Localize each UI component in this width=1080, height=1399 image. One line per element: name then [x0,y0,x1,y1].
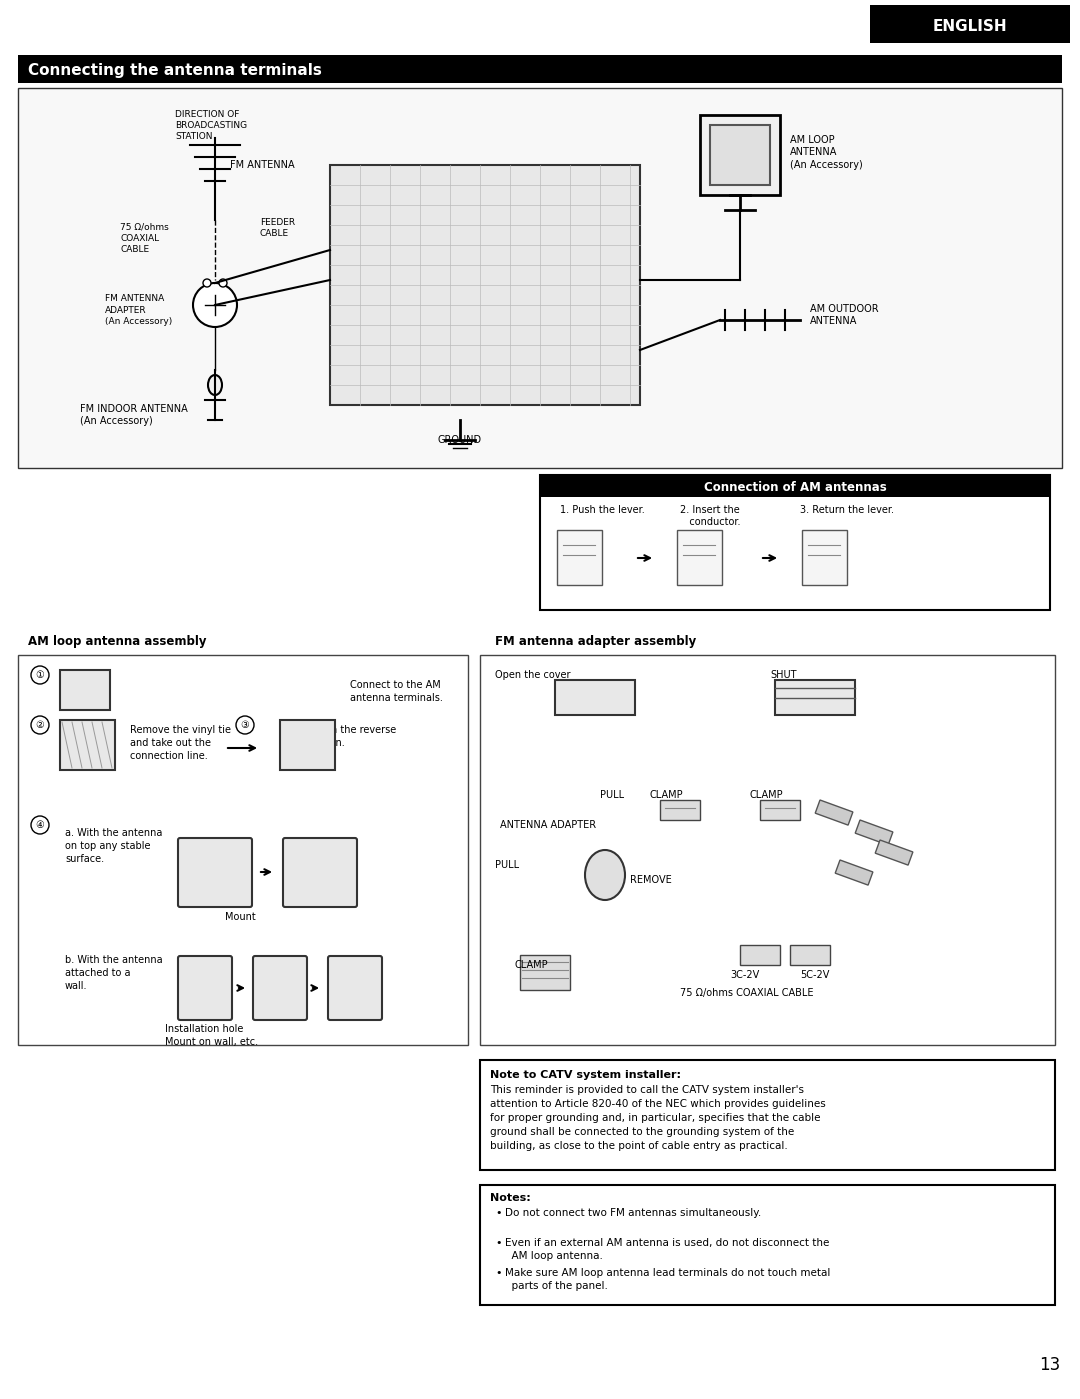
Text: AM loop antenna assembly: AM loop antenna assembly [28,635,206,648]
Text: Connection of AM antennas: Connection of AM antennas [704,480,887,494]
Text: PULL: PULL [495,860,519,870]
Text: a. With the antenna
on top any stable
surface.: a. With the antenna on top any stable su… [65,828,162,865]
Bar [677,530,723,585]
Text: Bend in the reverse
direction.: Bend in the reverse direction. [300,725,396,748]
Circle shape [31,666,49,684]
Text: FM INDOOR ANTENNA
(An Accessory): FM INDOOR ANTENNA (An Accessory) [80,404,188,425]
Bar [519,956,570,990]
Text: Installation hole
Mount on wall, etc.: Installation hole Mount on wall, etc. [165,1024,258,1048]
Text: Connect to the AM
antenna terminals.: Connect to the AM antenna terminals. [350,680,443,704]
Text: 3. Return the lever.: 3. Return the lever. [800,505,894,515]
Bar [18,655,468,1045]
Text: AM LOOP
ANTENNA
(An Accessory): AM LOOP ANTENNA (An Accessory) [789,134,863,169]
Bar [802,530,847,585]
Text: FM ANTENNA: FM ANTENNA [230,159,295,171]
Text: This reminder is provided to call the CATV system installer's
attention to Artic: This reminder is provided to call the CA… [490,1086,826,1151]
Bar [815,800,853,825]
Text: ③: ③ [241,720,249,730]
Circle shape [203,278,211,287]
Bar [18,55,1062,83]
Text: FM ANTENNA
ADAPTER
(An Accessory): FM ANTENNA ADAPTER (An Accessory) [105,294,172,326]
Text: 2. Insert the
   conductor.: 2. Insert the conductor. [680,505,741,526]
Text: Do not connect two FM antennas simultaneously.: Do not connect two FM antennas simultane… [505,1207,761,1219]
Text: 5C-2V: 5C-2V [800,970,829,981]
Text: DIRECTION OF
BROADCASTING
STATION: DIRECTION OF BROADCASTING STATION [175,111,247,141]
Circle shape [237,716,254,734]
Text: CLAMP: CLAMP [750,790,784,800]
Circle shape [31,716,49,734]
Text: REMOVE: REMOVE [630,874,672,886]
Bar [835,860,873,886]
Text: ①: ① [36,670,44,680]
Text: 75 Ω/ohms COAXIAL CABLE: 75 Ω/ohms COAXIAL CABLE [680,988,813,997]
Text: Connecting the antenna terminals: Connecting the antenna terminals [28,63,322,77]
Text: Make sure AM loop antenna lead terminals do not touch metal
  parts of the panel: Make sure AM loop antenna lead terminals… [505,1267,831,1291]
Bar [710,125,770,185]
Bar [480,655,1055,1045]
Bar [557,530,602,585]
Text: Mount: Mount [225,912,255,922]
Text: Even if an external AM antenna is used, do not disconnect the
  AM loop antenna.: Even if an external AM antenna is used, … [505,1238,829,1262]
Text: Open the cover: Open the cover [495,670,570,680]
Text: FM antenna adapter assembly: FM antenna adapter assembly [495,635,697,648]
Bar [60,720,114,769]
Text: PULL: PULL [600,790,624,800]
Text: 3C-2V: 3C-2V [730,970,759,981]
Bar [660,800,700,820]
Text: GROUND: GROUND [437,435,482,445]
Text: AM OUTDOOR
ANTENNA: AM OUTDOOR ANTENNA [810,304,879,326]
FancyBboxPatch shape [253,956,307,1020]
Bar [855,820,893,845]
Bar [870,6,1070,43]
Bar [540,476,1050,497]
Text: SHUT: SHUT [770,670,796,680]
Text: CLAMP: CLAMP [515,960,549,970]
Ellipse shape [585,851,625,900]
Text: 13: 13 [1039,1356,1061,1374]
FancyBboxPatch shape [178,956,232,1020]
FancyBboxPatch shape [283,838,357,907]
Text: Notes:: Notes: [490,1193,530,1203]
Text: b. With the antenna
attached to a
wall.: b. With the antenna attached to a wall. [65,956,163,992]
Circle shape [219,278,227,287]
Text: ②: ② [36,720,44,730]
Bar [18,88,1062,469]
Ellipse shape [208,375,222,395]
Bar [700,115,780,194]
Circle shape [31,816,49,834]
Text: •: • [495,1238,501,1248]
Bar [875,839,913,865]
Text: CLAMP: CLAMP [650,790,684,800]
Bar [740,944,780,965]
Text: 75 Ω/ohms
COAXIAL
CABLE: 75 Ω/ohms COAXIAL CABLE [120,222,168,253]
Text: FEEDER
CABLE: FEEDER CABLE [260,218,295,238]
Bar [540,476,1050,610]
Text: Remove the vinyl tie
and take out the
connection line.: Remove the vinyl tie and take out the co… [130,725,231,761]
Bar [60,670,110,711]
Text: 1. Push the lever.: 1. Push the lever. [561,505,645,515]
Bar [760,800,800,820]
Bar [789,944,831,965]
Text: •: • [495,1207,501,1219]
FancyBboxPatch shape [328,956,382,1020]
Text: Note to CATV system installer:: Note to CATV system installer: [490,1070,681,1080]
Text: ANTENNA ADAPTER: ANTENNA ADAPTER [500,820,596,830]
Circle shape [193,283,237,327]
Text: •: • [495,1267,501,1279]
Bar [280,720,335,769]
Bar [480,1060,1055,1170]
Bar [555,680,635,715]
Text: ENGLISH: ENGLISH [933,18,1008,34]
FancyBboxPatch shape [178,838,252,907]
Text: ④: ④ [36,820,44,830]
Bar [480,1185,1055,1305]
Bar [775,680,855,715]
Bar [330,165,640,404]
